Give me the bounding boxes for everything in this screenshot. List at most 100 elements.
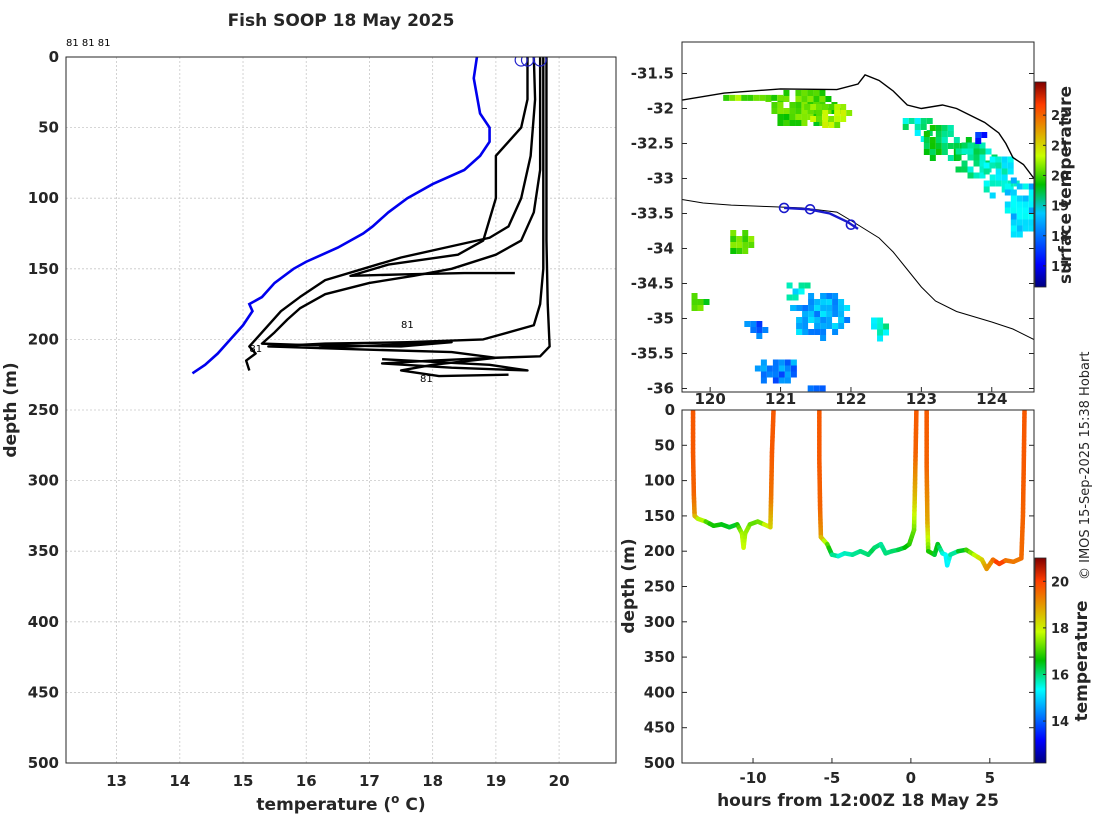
sst-cell	[819, 90, 826, 96]
sst-cell	[819, 385, 826, 392]
sst-cell	[786, 282, 793, 289]
section-xlabel: hours from 12:00Z 18 May 25	[717, 791, 999, 811]
sst-cell	[801, 90, 808, 96]
sst-cell	[771, 102, 778, 108]
profile-xtick-label: 16	[296, 772, 317, 790]
sst-cell	[796, 305, 803, 311]
sst-cell	[783, 120, 790, 126]
profile-annotations: 81 81 81	[249, 320, 432, 385]
sst-cell	[783, 108, 790, 114]
sst-cell	[840, 110, 847, 116]
sst-cell	[697, 299, 704, 305]
profile-line	[244, 57, 537, 371]
profile-ytick-label: 150	[28, 260, 59, 278]
sst-cell	[1001, 168, 1008, 175]
sst-cell	[804, 104, 811, 110]
sst-cell	[929, 137, 936, 143]
sst-cell	[822, 110, 829, 116]
sst-cell	[730, 230, 737, 236]
sst-cell	[929, 125, 936, 131]
sst-cell	[973, 172, 980, 179]
sst-cell	[777, 102, 784, 108]
sst-cell	[1010, 213, 1017, 220]
sst-cell	[1028, 225, 1034, 232]
sst-cell	[902, 118, 909, 124]
sst-cell	[1010, 219, 1017, 226]
profile-ytick-label: 200	[28, 330, 59, 348]
sst-cell	[814, 299, 821, 305]
section-ytick-label: 200	[644, 542, 675, 560]
sst-cell	[777, 120, 784, 126]
sst-cell	[883, 323, 890, 330]
sst-cell	[736, 248, 743, 254]
sst-cell	[735, 94, 742, 101]
sst-cell	[840, 104, 847, 110]
sst-cell	[786, 294, 793, 301]
sst-cell	[967, 154, 974, 161]
sst-cell	[1004, 201, 1011, 208]
map-frame	[681, 41, 1035, 393]
sst-cell	[750, 327, 757, 333]
sst-cell	[844, 305, 851, 311]
sst-cell	[795, 108, 802, 114]
sst-cell	[742, 242, 749, 248]
sst-cell	[828, 122, 835, 128]
profile-xtick-label: 14	[169, 772, 190, 790]
sst-cell	[1010, 201, 1017, 208]
map-ytick-label: -31.5	[631, 65, 674, 83]
sst-cell	[810, 104, 817, 110]
sst-field	[691, 90, 1034, 392]
sst-cell	[953, 143, 960, 149]
sst-cell	[798, 282, 805, 289]
sst-colorbar-tick-label: 19	[1051, 200, 1069, 215]
sst-cell	[801, 108, 808, 114]
sst-cell	[828, 116, 835, 122]
sst-cell	[789, 108, 796, 114]
sst-cell	[760, 359, 767, 366]
sst-cell	[778, 371, 785, 378]
section-ytick-label: 500	[644, 754, 675, 772]
sst-cell	[979, 160, 986, 167]
sst-cell	[826, 299, 833, 305]
profile-xtick-label: 20	[549, 772, 570, 790]
profile-xlabel-tail: C)	[399, 795, 425, 815]
sst-colorbar-label: surface temperature	[1056, 86, 1076, 284]
sst-cell	[808, 311, 815, 317]
sst-cell	[802, 305, 809, 311]
sst-cell	[756, 333, 763, 339]
sst-cell	[801, 120, 808, 126]
sst-cell	[923, 149, 930, 155]
sst-cell	[777, 94, 784, 101]
sst-cell	[1007, 168, 1014, 175]
sst-cell	[1004, 189, 1011, 196]
sst-cell	[777, 114, 784, 120]
sst-cell	[929, 155, 936, 161]
sst-cell	[902, 124, 909, 130]
sst-cell	[1016, 195, 1023, 202]
sst-cell	[778, 359, 785, 366]
map-ytick-label: -35	[647, 310, 674, 328]
sst-cell	[983, 180, 990, 187]
sst-cell	[820, 323, 827, 329]
sst-cell	[1010, 189, 1017, 196]
profile-ytick-label: 500	[28, 754, 59, 772]
sst-cell	[730, 242, 737, 248]
sst-cell	[877, 323, 884, 330]
vessel-track	[784, 206, 859, 230]
sst-cell	[765, 94, 772, 101]
profile-xtick-label: 17	[359, 772, 380, 790]
sst-cell	[983, 162, 990, 169]
sst-cell	[826, 323, 833, 329]
profile-ytick-label: 400	[28, 613, 59, 631]
sst-cell	[784, 377, 791, 384]
sst-cell	[979, 166, 986, 173]
sst-cell	[1001, 186, 1008, 193]
sst-cell	[975, 132, 982, 138]
sst-cell	[844, 317, 851, 323]
sst-cell	[1028, 189, 1034, 196]
sst-cell	[816, 104, 823, 110]
sst-cell	[989, 162, 996, 169]
sst-cell	[995, 156, 1002, 163]
sst-cell	[789, 120, 796, 126]
sst-cell	[989, 156, 996, 163]
